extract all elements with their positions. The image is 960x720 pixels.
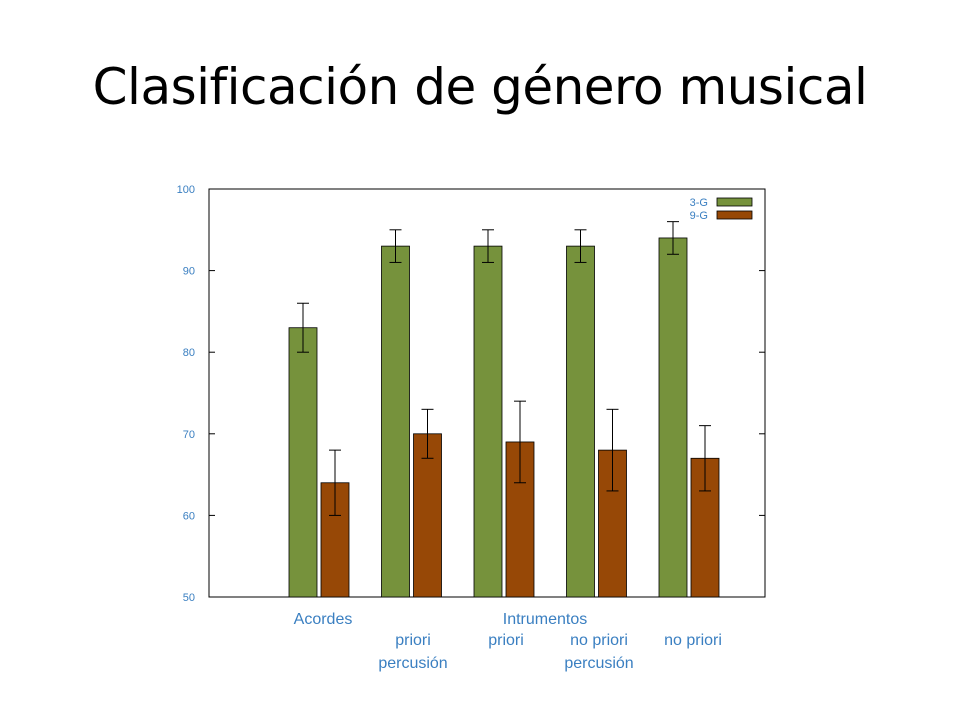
category-label: percusión bbox=[378, 655, 447, 672]
category-label: priori bbox=[395, 632, 431, 649]
category-label: no priori bbox=[664, 632, 722, 649]
y-tick-label: 100 bbox=[177, 184, 195, 196]
bar-3-g bbox=[658, 237, 688, 598]
y-tick-label: 70 bbox=[183, 429, 195, 441]
bar-3-g bbox=[288, 327, 318, 598]
category-labels: Acordes priori percusión Intrumentos priori n… bbox=[294, 611, 722, 672]
bar-3-g bbox=[381, 245, 410, 598]
legend-swatch bbox=[716, 210, 753, 220]
legend-label: 9-G bbox=[690, 210, 708, 222]
y-tick-label: 90 bbox=[183, 266, 195, 278]
category-label: Acordes bbox=[294, 611, 353, 628]
legend-swatch bbox=[716, 197, 753, 207]
bar-3-g bbox=[566, 245, 595, 598]
legend: 3-G9-G bbox=[690, 197, 753, 222]
slide-title: Clasificación de género musical bbox=[92, 58, 868, 116]
category-label: no priori bbox=[570, 632, 628, 649]
y-axis: 50 60 70 80 90 100 bbox=[177, 184, 765, 604]
bar-3-g bbox=[473, 245, 503, 598]
bar-9-g bbox=[413, 433, 442, 598]
error-bars bbox=[297, 221, 711, 516]
legend-label: 3-G bbox=[690, 197, 708, 209]
category-label: percusión bbox=[564, 655, 633, 672]
y-tick-label: 50 bbox=[183, 592, 195, 604]
category-label: Intrumentos bbox=[503, 611, 587, 628]
bar-series bbox=[288, 237, 720, 598]
y-tick-label: 80 bbox=[183, 347, 195, 359]
y-tick-label: 60 bbox=[183, 510, 195, 522]
category-label: priori bbox=[488, 632, 524, 649]
